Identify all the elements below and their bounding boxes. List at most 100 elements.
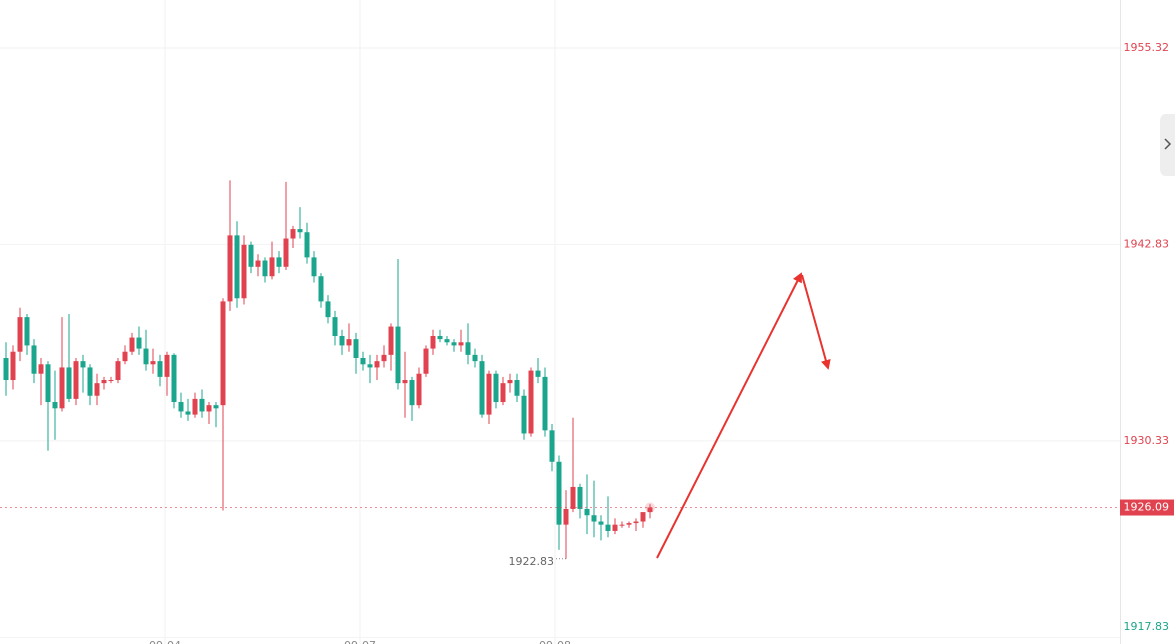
candle-body [164,354,170,377]
candle-body [290,229,296,239]
candle-body [304,232,310,258]
candle-body [521,395,527,434]
candle-body [605,524,611,531]
candle-body [486,373,492,415]
candle-body [640,512,646,522]
current-price-label: 1926.09 [1124,501,1170,514]
candle-body [395,326,401,384]
candle-body [297,229,303,233]
candle-body [549,430,555,462]
y-tick-label: 1930.33 [1124,434,1170,447]
candle-body [45,364,51,403]
y-tick-label: 1955.32 [1124,41,1170,54]
candle-body [591,515,597,522]
candle-body [570,486,576,509]
candle-body [465,342,471,355]
candle-body [535,370,541,377]
candle-body [619,524,625,526]
candle-body [157,361,163,377]
candle-body [269,257,275,277]
candle-body [255,260,261,267]
y-tick-label: 1942.83 [1124,237,1170,250]
candle-body [59,367,65,409]
candle-body [514,380,520,396]
candle-body [353,339,359,359]
candle-body [10,351,16,381]
candle-body [115,361,121,381]
candle-body [577,486,583,509]
current-price-pulse [645,502,655,513]
grid [0,0,1120,644]
candle-body [388,326,394,355]
candle-body [528,370,534,434]
candles [3,180,653,559]
candle-body [381,354,387,362]
candle-body [479,361,485,415]
x-tick-label: 09-07 [344,639,376,644]
candle-body [108,380,114,382]
candle-body [24,317,30,346]
candle-body [199,398,205,412]
candle-body [220,301,226,406]
candle-body [17,317,23,352]
candle-body [626,523,632,525]
candle-body [227,235,233,302]
candle-body [122,351,128,362]
candle-body [444,339,450,343]
candle-body [136,337,142,349]
candle-body [178,402,184,412]
candle-body [346,339,352,346]
candle-body [507,380,513,384]
candle-body [262,260,268,277]
candle-body [150,361,156,365]
candle-body [451,342,457,346]
candle-body [584,508,590,516]
candle-body [458,342,464,346]
candle-body [52,402,58,409]
candle-body [500,383,506,403]
candle-body [101,380,107,384]
y-tick-label: 1917.83 [1124,620,1170,633]
candle-body [647,507,653,513]
candle-body [332,317,338,336]
candle-body [339,335,345,346]
candle-body [563,508,569,525]
candle-body [94,383,100,396]
candle-body [556,461,562,525]
candle-body [360,358,366,365]
candle-body [192,398,198,415]
current-price-box [1120,499,1174,516]
candle-body [234,235,240,299]
candle-body [430,335,436,349]
drawing-arrows [656,272,831,559]
candle-body [423,348,429,374]
arrow-down [801,274,831,370]
candle-body [325,301,331,318]
candle-body [38,364,44,374]
candle-body [367,364,373,368]
arrow-up [656,272,802,559]
candle-body [276,257,282,267]
candle-body [31,345,37,374]
candle-body [241,244,247,299]
candle-body [3,358,9,381]
side-tab-chevron[interactable] [1164,138,1172,150]
side-tab[interactable] [1160,114,1175,176]
candle-body [143,348,149,365]
candle-body [73,361,79,399]
candle-body [129,337,135,352]
side-tab-bg[interactable] [1160,114,1175,176]
candle-body [416,373,422,406]
candle-body [493,373,499,403]
candle-body [612,524,618,531]
candle-body [409,380,415,406]
candle-body [66,367,72,399]
candle-body [87,367,93,396]
candle-body [598,521,604,525]
candle-body [206,405,212,412]
candle-body [542,376,548,431]
candle-body [374,361,380,368]
